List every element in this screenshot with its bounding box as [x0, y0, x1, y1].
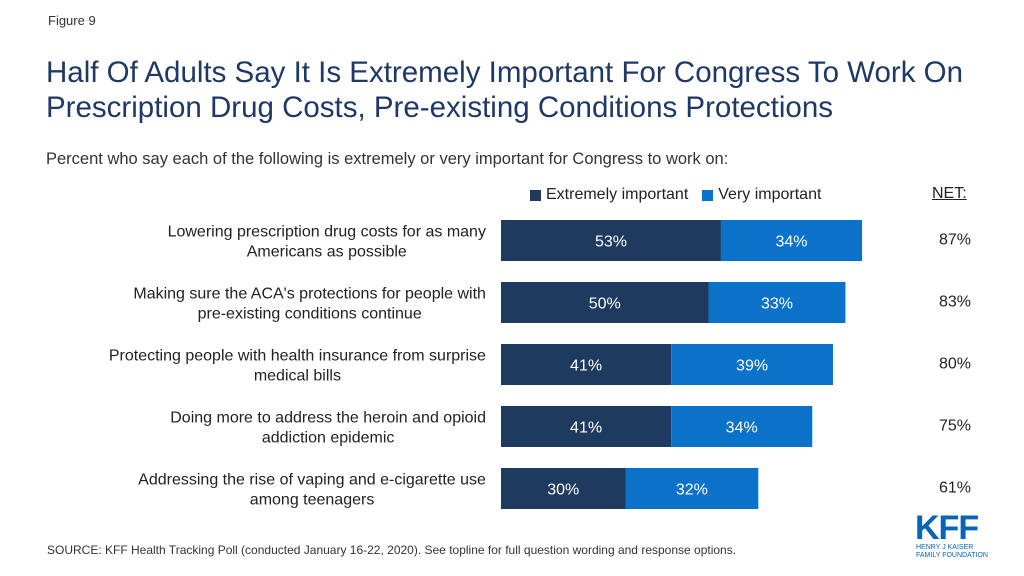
svg-text:KFF: KFF	[915, 509, 978, 547]
bar-extremely	[501, 468, 626, 509]
legend-swatch-very	[702, 189, 714, 201]
legend: Extremely important Very important	[530, 186, 835, 204]
data-label-very: 39%	[736, 358, 768, 375]
net-value: 83%	[939, 294, 971, 311]
bar-extremely	[501, 344, 672, 385]
category-label: Doing more to address the heroin and opi…	[170, 410, 486, 447]
category-label: Making sure the ACA's protections for pe…	[133, 286, 486, 323]
bar-very	[720, 220, 863, 261]
data-label-very: 32%	[676, 482, 708, 499]
figure-label: Figure 9	[48, 13, 96, 28]
bar-extremely	[501, 220, 721, 261]
category-label: Addressing the rise of vaping and e-ciga…	[138, 472, 486, 509]
bar-very	[625, 468, 759, 509]
net-header: NET:	[932, 185, 967, 202]
legend-label-extremely: Extremely important	[546, 186, 689, 203]
data-label-very: 34%	[775, 234, 807, 251]
source-note: SOURCE: KFF Health Tracking Poll (conduc…	[47, 543, 737, 557]
data-label-extremely: 53%	[595, 234, 627, 251]
category-label: Protecting people with health insurance …	[109, 348, 486, 385]
data-label-very: 34%	[726, 420, 758, 437]
bar-very	[671, 406, 813, 447]
data-label-extremely: 50%	[589, 296, 621, 313]
net-value: 87%	[939, 232, 971, 249]
data-label-very: 33%	[761, 296, 793, 313]
data-label-extremely: 41%	[570, 358, 602, 375]
svg-text:HENRY J KAISER: HENRY J KAISER	[916, 544, 973, 551]
chart-title: Half Of Adults Say It Is Extremely Impor…	[46, 56, 964, 124]
net-value: 75%	[939, 418, 971, 435]
legend-item-very: Very important	[702, 186, 821, 204]
kff-logo: KFF HENRY J KAISER FAMILY FOUNDATION	[915, 509, 988, 559]
svg-text:FAMILY FOUNDATION: FAMILY FOUNDATION	[916, 552, 988, 559]
legend-label-very: Very important	[718, 186, 822, 203]
bar-extremely	[501, 406, 672, 447]
legend-item-extremely: Extremely important	[530, 186, 688, 204]
data-label-extremely: 30%	[547, 482, 579, 499]
net-value: 80%	[939, 356, 971, 373]
legend-swatch-extremely	[530, 189, 541, 201]
category-label: Lowering prescription drug costs for as …	[168, 224, 486, 261]
net-value: 61%	[939, 480, 971, 497]
bar-extremely	[501, 282, 709, 323]
bar-very	[708, 282, 846, 323]
bar-very	[671, 344, 833, 385]
data-label-extremely: 41%	[570, 420, 602, 437]
chart-subtitle: Percent who say each of the following is…	[46, 150, 729, 168]
